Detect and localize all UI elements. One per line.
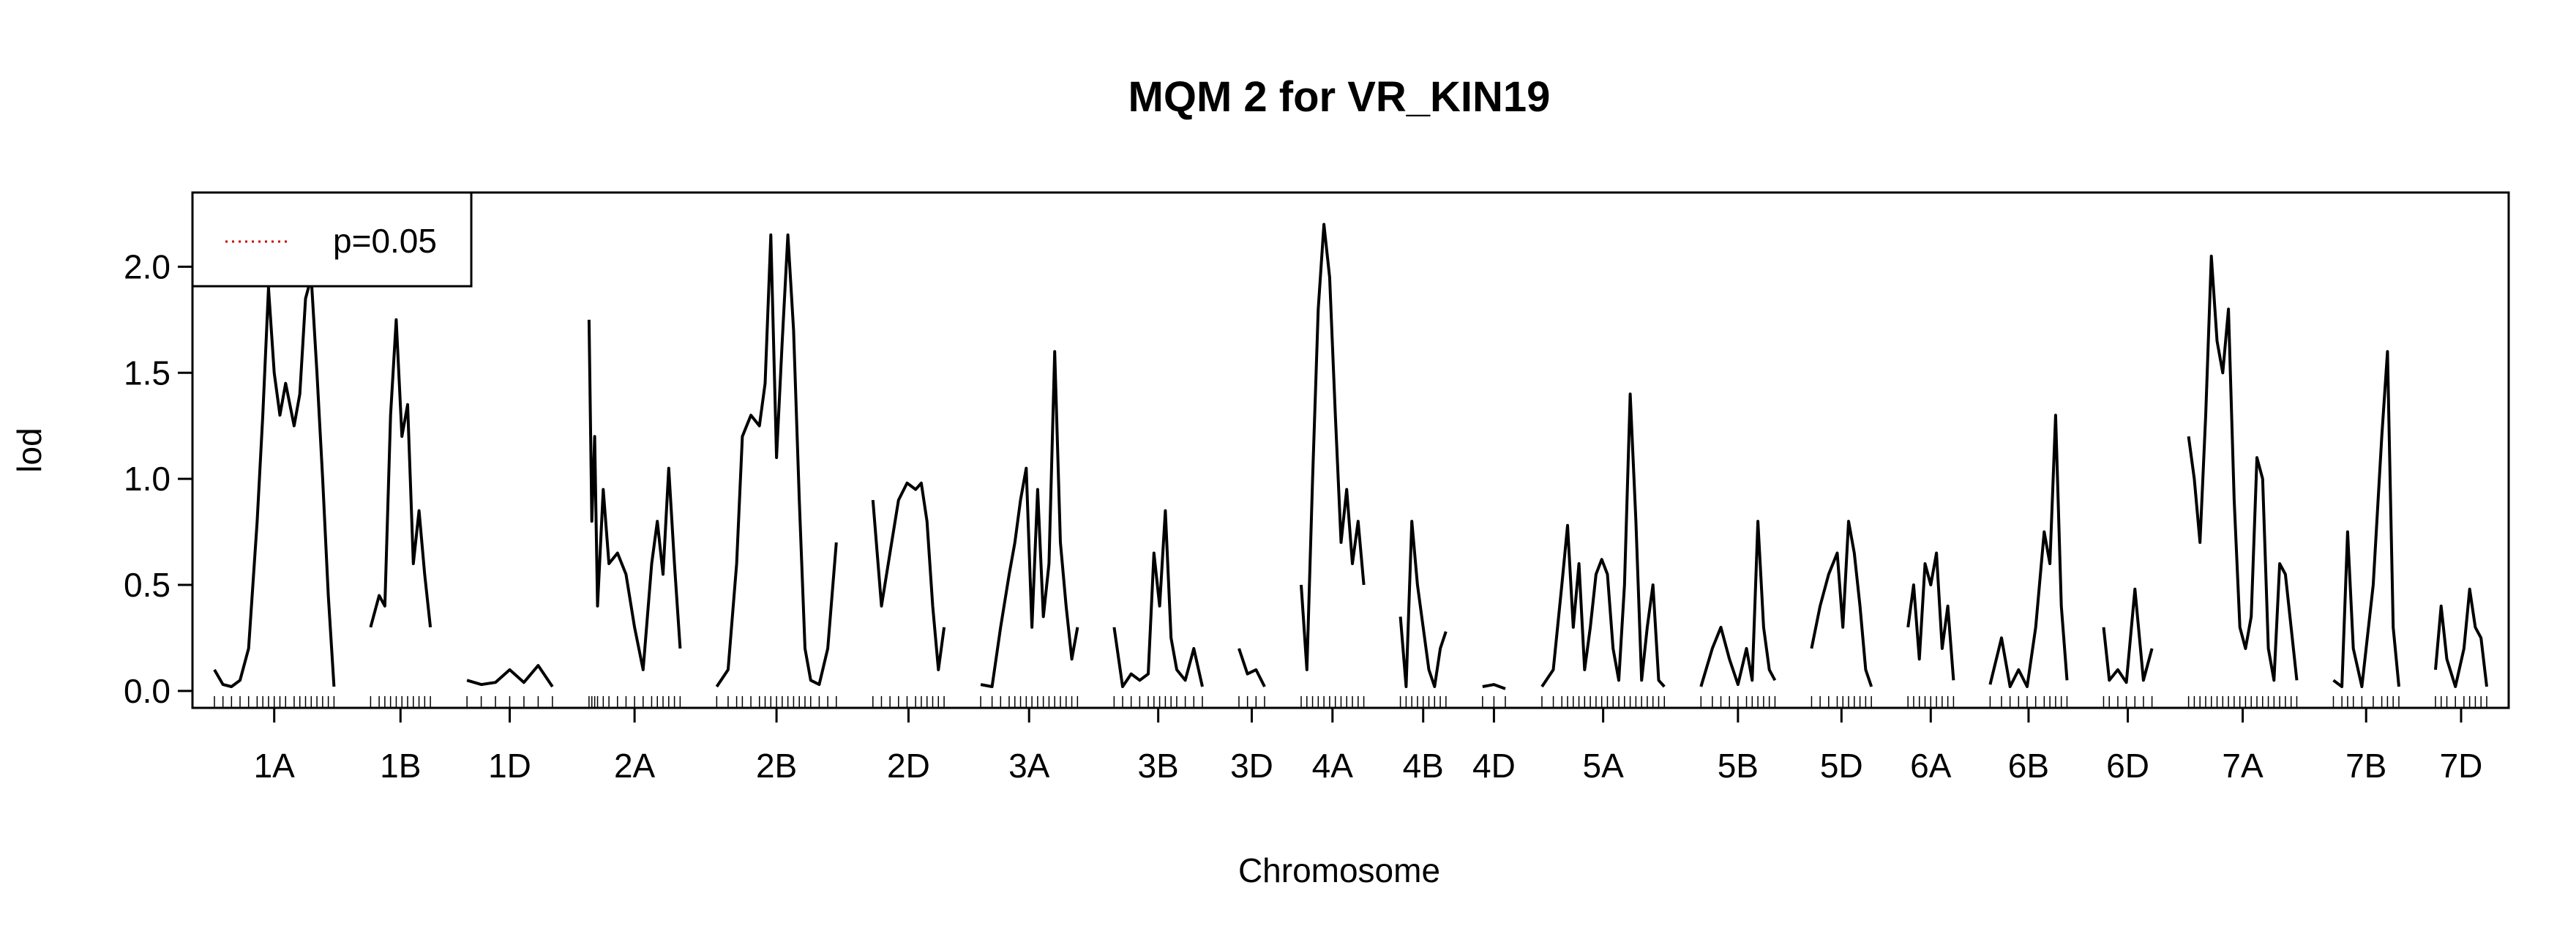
lod-curve-3B [1112, 509, 1204, 688]
chromosome-label: 2A [614, 747, 656, 785]
y-tick-label: 1.0 [124, 460, 171, 498]
chromosome-label: 6A [1910, 747, 1952, 785]
y-tick-label: 0.0 [124, 672, 171, 710]
chromosome-label: 6B [2008, 747, 2049, 785]
chromosome-label: 4A [1312, 747, 1354, 785]
legend-box [191, 191, 473, 288]
chromosome-label: 4D [1472, 747, 1516, 785]
lod-curves [213, 223, 2488, 690]
chromosome-label: 2D [887, 747, 930, 785]
lod-curve-7D [2434, 587, 2488, 688]
legend-label: p=0.05 [333, 222, 437, 260]
plot-frame [191, 191, 2510, 709]
chromosome-label: 7D [2440, 747, 2483, 785]
chromosome-label: 2B [756, 747, 797, 785]
lod-curve-1B [369, 318, 433, 628]
chromosome-label: 3D [1230, 747, 1273, 785]
lod-curve-6A [1906, 551, 1955, 681]
lod-curve-4A [1300, 223, 1366, 671]
x-axis-label: Chromosome [1238, 851, 1440, 889]
lod-curve-4B [1399, 520, 1448, 688]
lod-curve-5A [1540, 392, 1666, 688]
lod-curve-5D [1810, 520, 1873, 687]
lod-curve-1A [213, 275, 336, 688]
lod-curve-5B [1699, 520, 1777, 687]
lod-curve-6D [2102, 587, 2154, 684]
chromosome-label: 3B [1138, 747, 1179, 785]
y-axis-label: lod [10, 428, 48, 472]
chromosome-label: 1D [488, 747, 531, 785]
lod-curve-2B [715, 233, 838, 688]
marker-rug [214, 696, 2487, 708]
lod-curve-7A [2187, 254, 2299, 682]
chromosome-label: 5B [1718, 747, 1759, 785]
chart-title: MQM 2 for VR_KIN19 [1128, 73, 1551, 121]
chromosome-label: 7B [2345, 747, 2386, 785]
chromosome-label: 6D [2106, 747, 2149, 785]
chromosome-label: 1B [380, 747, 421, 785]
chromosome-label: 3A [1008, 747, 1050, 785]
lod-curve-2D [871, 481, 946, 671]
lod-curve-7B [2332, 350, 2400, 688]
chromosome-label: 1A [254, 747, 296, 785]
chromosome-label: 7A [2222, 747, 2264, 785]
chromosome-label: 5A [1582, 747, 1624, 785]
legend: p=0.05 [191, 191, 473, 288]
lod-curve-2A [587, 319, 682, 671]
chromosome-label: 5D [1820, 747, 1863, 785]
chromosome-label: 4B [1403, 747, 1444, 785]
y-tick-label: 0.5 [124, 566, 171, 604]
y-axis: 0.0 0.5 1.0 1.5 2.0 [124, 247, 192, 710]
x-axis: 1A 1B 1D 2A 2B 2D 3A 3B 3D 4A 4B 4D 5A 5B 5D 6A 6B 6D 7A 7B… [254, 708, 2483, 785]
lod-curve-3A [980, 350, 1079, 688]
lod-curve-3D [1238, 648, 1266, 687]
lod-curve-4D [1482, 683, 1506, 690]
lod-curve-6B [1988, 414, 2069, 688]
y-tick-label: 2.0 [124, 247, 171, 285]
y-tick-label: 1.5 [124, 354, 171, 392]
lod-curve-1D [466, 664, 554, 688]
